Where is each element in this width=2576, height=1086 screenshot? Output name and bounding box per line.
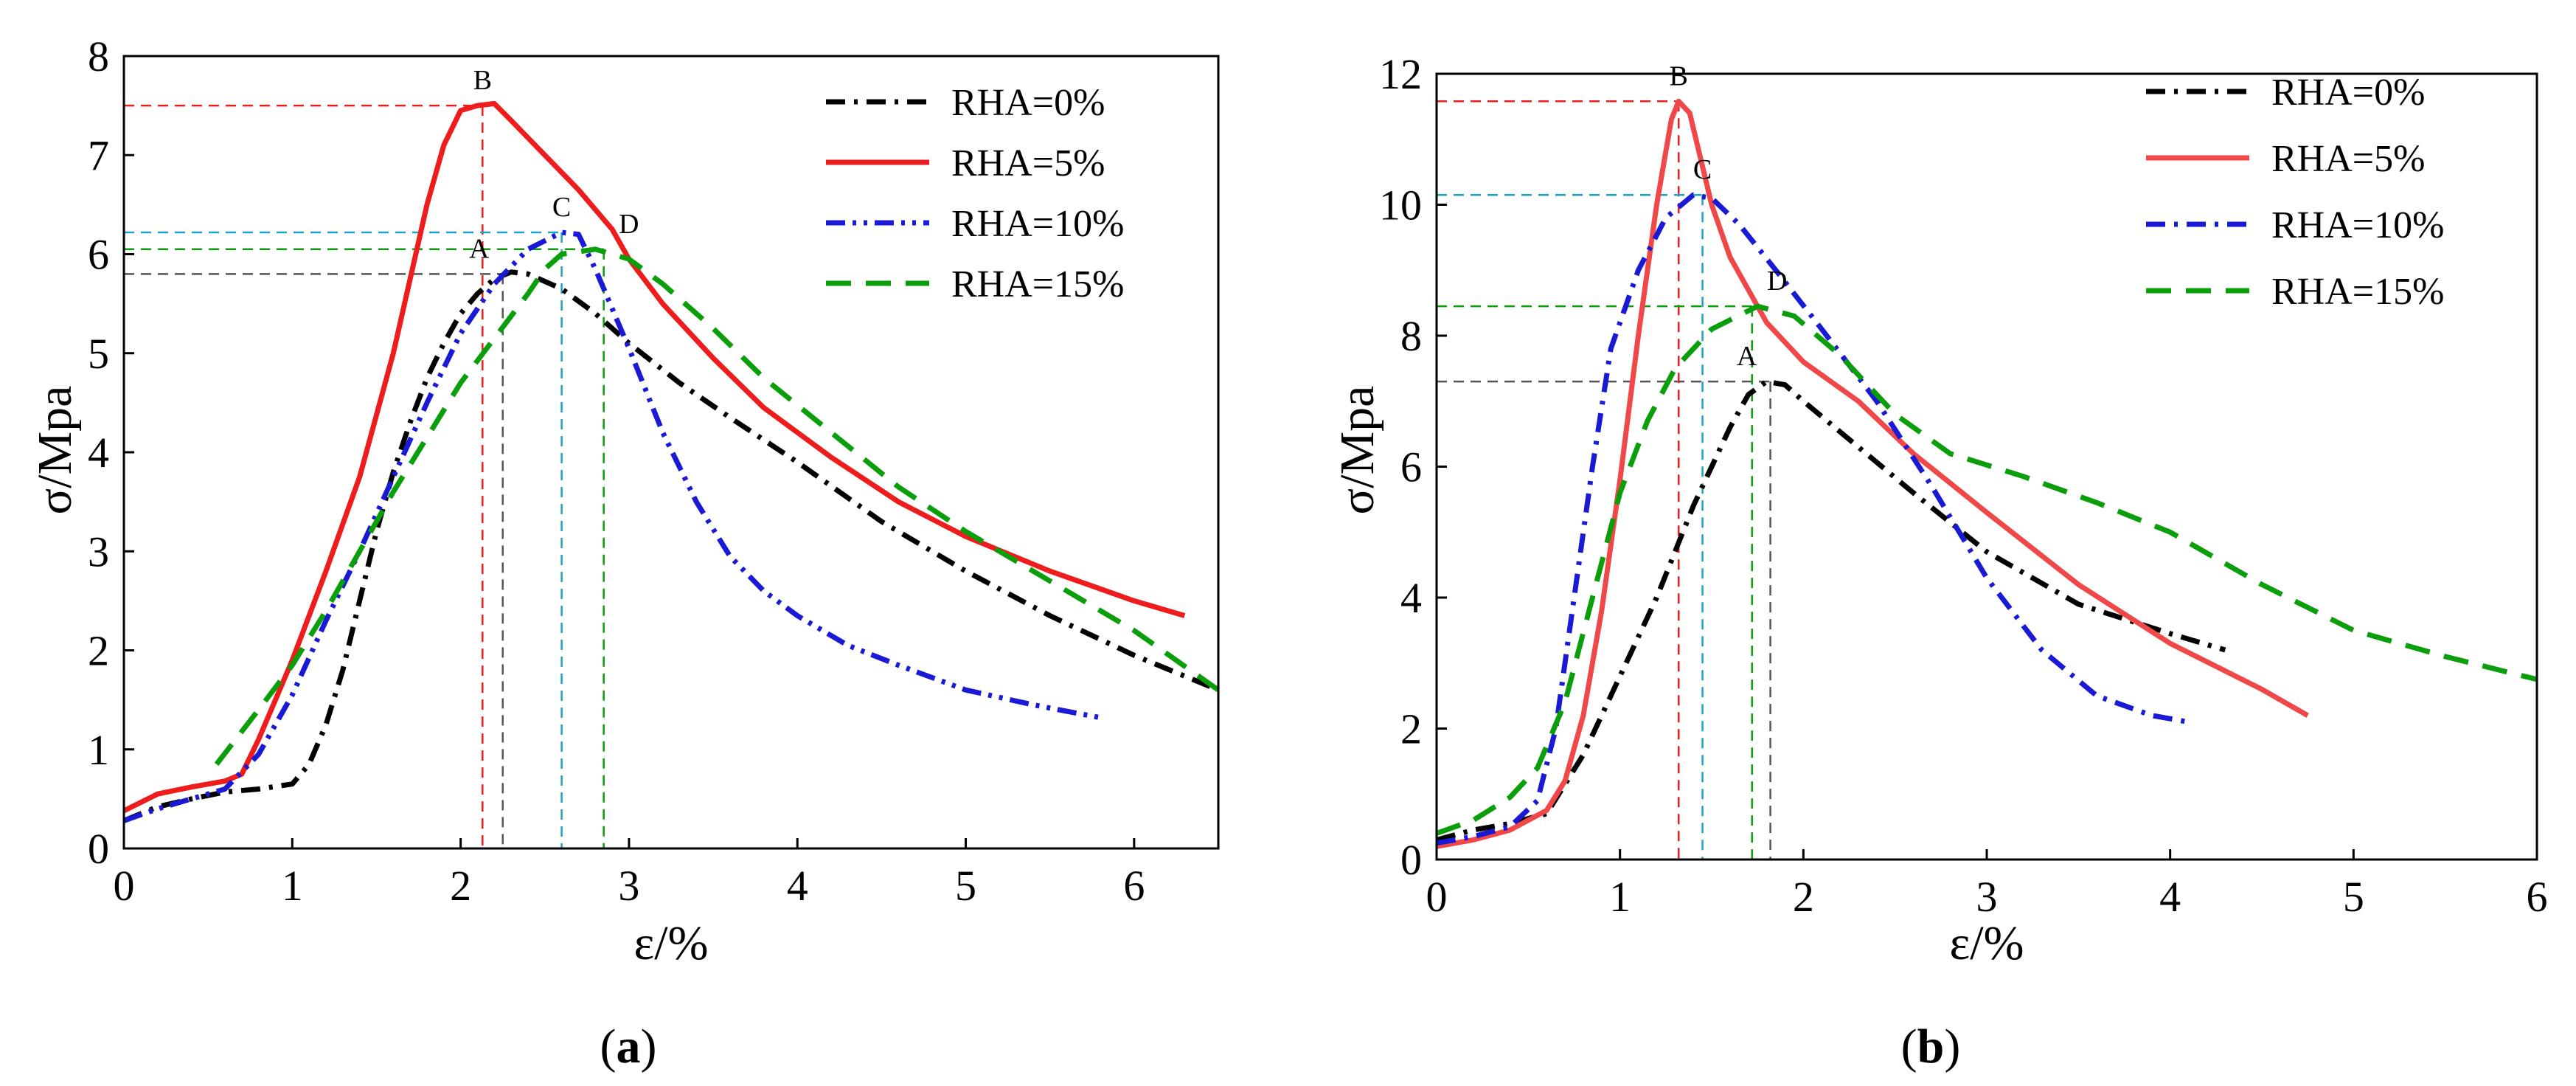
legend-label-rha-0: RHA=0% — [951, 82, 1105, 124]
y-tick-label: 6 — [1400, 443, 1422, 491]
x-tick-label: 4 — [787, 862, 808, 910]
panel-b-series — [1435, 98, 2538, 849]
series-line-rha-0 — [122, 269, 1220, 823]
peak-label-a: A — [1737, 341, 1757, 372]
legend-label-rha-10: RHA=10% — [2271, 204, 2444, 246]
y-tick-label: 0 — [1400, 836, 1422, 884]
peak-label-b: B — [1670, 60, 1688, 91]
y-tick-label: 0 — [88, 825, 109, 873]
legend-label-rha-5: RHA=5% — [951, 142, 1105, 184]
panel-a: 0 1 2 3 4 5 6 0 1 2 3 4 5 6 7 8 A B C D RHA=0% RHA=5% RHA=10… — [28, 32, 1221, 1073]
y-tick-label: 2 — [1400, 705, 1422, 753]
x-tick-label: 6 — [2527, 873, 2548, 921]
series-line-rha-15 — [214, 246, 1221, 767]
legend-label-rha-0: RHA=0% — [2271, 72, 2425, 114]
panel-a-x-axis-title: ε/% — [633, 916, 708, 970]
peak-label-c: C — [552, 192, 571, 223]
y-tick-label: 8 — [88, 32, 109, 80]
y-tick-label: 7 — [88, 131, 109, 179]
x-tick-label: 3 — [618, 862, 639, 910]
series-line-rha-5 — [1436, 98, 2309, 849]
x-tick-label: 3 — [1976, 873, 1998, 921]
y-tick-label: 1 — [88, 726, 109, 774]
series-line-rha-10 — [122, 229, 1101, 823]
y-tick-label: 4 — [88, 429, 109, 477]
series-line-rha-5 — [122, 100, 1186, 814]
y-tick-label: 10 — [1379, 181, 1422, 229]
x-tick-label: 4 — [2159, 873, 2181, 921]
peak-label-c: C — [1693, 154, 1712, 185]
y-tick-label: 8 — [1400, 312, 1422, 360]
peak-label-d: D — [1767, 266, 1787, 297]
panel-a-caption: (a) — [600, 1020, 657, 1073]
panel-b-caption: (b) — [1901, 1020, 1961, 1073]
legend-label-rha-5: RHA=5% — [2271, 138, 2425, 180]
panel-b-caption-letter: b — [1917, 1020, 1945, 1073]
x-tick-label: 0 — [1426, 873, 1448, 921]
y-tick-label: 3 — [88, 528, 109, 575]
panel-b-x-axis-title: ε/% — [1949, 916, 2024, 970]
x-tick-label: 0 — [114, 862, 135, 910]
y-tick-label: 12 — [1379, 50, 1422, 98]
x-tick-label: 5 — [955, 862, 976, 910]
panel-b-peak-labels: A B C D — [1670, 60, 1788, 372]
legend-label-rha-15: RHA=15% — [2271, 271, 2444, 313]
x-tick-label: 6 — [1123, 862, 1145, 910]
x-tick-label: 2 — [450, 862, 471, 910]
x-tick-label: 2 — [1793, 873, 1814, 921]
panel-a-legend: RHA=0% RHA=5% RHA=10% RHA=15% — [826, 82, 1124, 305]
panel-a-y-axis-title: σ/Mpa — [28, 386, 82, 515]
panel-b-y-axis-title: σ/Mpa — [1330, 386, 1384, 515]
y-tick-label: 2 — [88, 627, 109, 675]
panel-b-guides — [1437, 100, 1771, 860]
panel-a-series — [122, 100, 1221, 823]
x-tick-label: 1 — [1609, 873, 1631, 921]
x-tick-label: 1 — [282, 862, 303, 910]
panel-a-guides — [124, 104, 605, 848]
y-tick-label: 5 — [88, 330, 109, 378]
panel-b-legend: RHA=0% RHA=5% RHA=10% RHA=15% — [2146, 72, 2444, 313]
panel-a-peak-labels: A B C D — [469, 65, 639, 264]
legend-label-rha-15: RHA=15% — [951, 263, 1124, 305]
peak-label-b: B — [473, 65, 492, 96]
x-tick-label: 5 — [2343, 873, 2364, 921]
peak-label-d: D — [619, 209, 639, 240]
series-line-rha-15 — [1435, 303, 2538, 836]
series-line-rha-10 — [1436, 192, 2190, 846]
y-tick-label: 6 — [88, 231, 109, 279]
legend-label-rha-10: RHA=10% — [951, 203, 1124, 245]
peak-label-a: A — [469, 233, 490, 264]
series-line-rha-0 — [1436, 378, 2226, 843]
y-tick-label: 4 — [1400, 574, 1422, 622]
panel-a-ticks: 0 1 2 3 4 5 6 0 1 2 3 4 5 6 7 8 — [88, 32, 1145, 910]
panel-a-caption-letter: a — [617, 1020, 641, 1073]
